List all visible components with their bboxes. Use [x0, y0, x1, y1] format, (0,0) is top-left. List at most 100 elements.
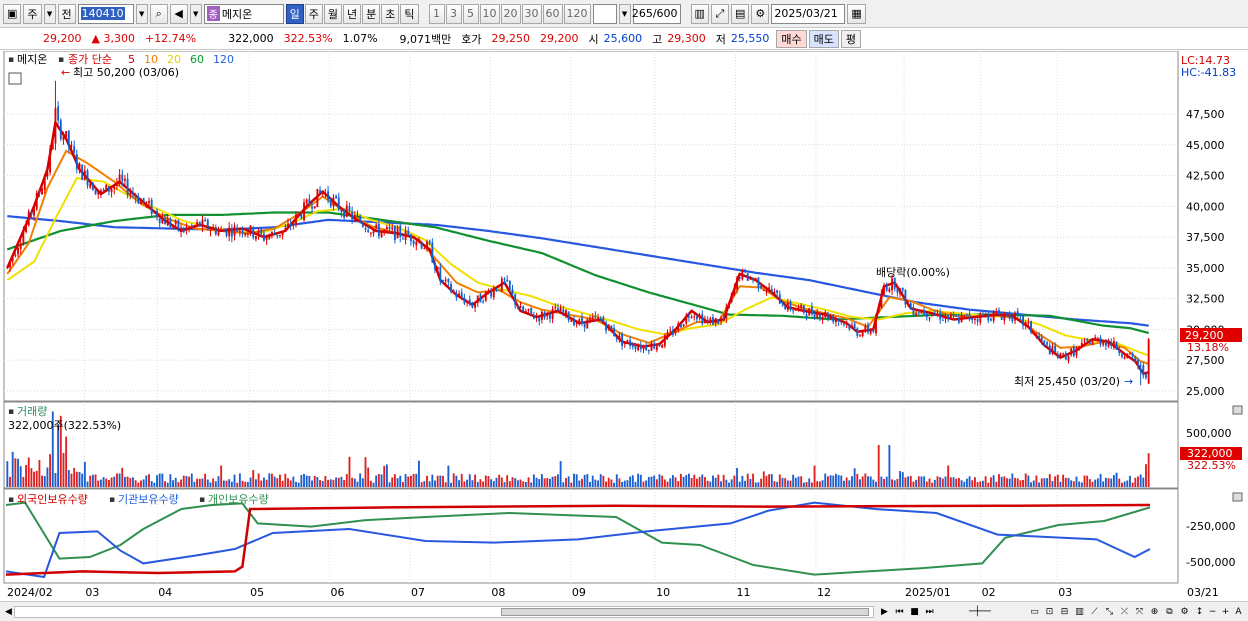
window-icon[interactable]: ▣ — [3, 3, 22, 24]
volume-bar — [225, 480, 228, 487]
zoom-tool-icon[interactable]: ⊕ — [1150, 607, 1159, 617]
candle-body — [666, 331, 669, 337]
volume-bar — [965, 478, 968, 487]
calendar-icon[interactable]: ▦ — [847, 3, 866, 24]
numeric-interval-tab[interactable]: 10 — [479, 3, 500, 24]
candle-body — [1064, 352, 1067, 360]
volume-bar — [693, 474, 696, 487]
interval-tab[interactable]: 초 — [381, 3, 400, 24]
line-tool-icon[interactable]: ⟋ — [1091, 607, 1098, 617]
ma-legend-item[interactable]: 5 — [128, 53, 135, 66]
price-axis: 47,500 45,000 42,500 40,000 37,500 35,000 32,5… — [1186, 108, 1225, 398]
holdings-legend-item[interactable]: 외국인보유수량 — [17, 493, 88, 506]
volume-bar — [917, 476, 920, 487]
ma-legend-item[interactable]: 120 — [213, 53, 234, 66]
custom-interval-input[interactable] — [592, 3, 617, 24]
volume-panel-title[interactable]: 거래량 — [17, 405, 47, 418]
candle-body — [979, 313, 982, 323]
candle-body — [292, 222, 295, 226]
layout-icon-3[interactable]: ⊟ — [1060, 607, 1069, 617]
zoom-slider[interactable]: ─┼── — [969, 607, 991, 617]
code-dropdown-icon[interactable]: ▼ — [135, 3, 148, 24]
ma-legend-item[interactable]: 60 — [190, 53, 204, 66]
candle-body — [982, 314, 984, 316]
interval-tab[interactable]: 일 — [285, 3, 304, 24]
bar-chart-icon[interactable]: ▥ — [1075, 607, 1084, 617]
candle-body — [303, 202, 305, 221]
zoom-in-icon[interactable]: + — [1221, 607, 1230, 617]
candle-body — [145, 202, 148, 204]
interval-dropdown-icon[interactable]: ▼ — [618, 3, 631, 24]
candle-body — [618, 335, 621, 341]
candle-body — [238, 230, 241, 232]
table-toggle-icon[interactable] — [8, 72, 22, 85]
volume-bar — [645, 480, 648, 487]
numeric-interval-tab[interactable]: 60 — [542, 3, 563, 24]
holdings-legend-item[interactable]: 개인보유수량 — [208, 493, 269, 506]
stop-icon[interactable]: ■ — [910, 607, 919, 617]
lc-value: LC:14.73 — [1181, 54, 1230, 67]
adjust-select[interactable]: 전 — [57, 3, 76, 24]
stock-name-field[interactable]: 종 메지온 — [203, 3, 284, 24]
candle-type-icon[interactable]: ▥ — [690, 3, 709, 24]
font-size-icon[interactable]: A — [1235, 607, 1242, 617]
settings-small-icon[interactable]: ⚙ — [1180, 607, 1189, 617]
fib-tool-icon[interactable]: ⤫ — [1120, 607, 1129, 617]
chevron-down-icon[interactable]: ▼ — [43, 3, 56, 24]
layout-icon-2[interactable]: ⊡ — [1045, 607, 1054, 617]
numeric-interval-tab[interactable]: 120 — [563, 3, 591, 24]
interval-tab[interactable]: 분 — [362, 3, 381, 24]
volume-bar — [623, 480, 626, 487]
volume-panel-close-icon[interactable] — [1232, 405, 1243, 415]
ma-title[interactable]: 종가 단순 — [68, 53, 112, 66]
jump-start-icon[interactable]: ⏮ — [895, 607, 904, 617]
gear-icon[interactable]: ⚙ — [751, 3, 770, 24]
jump-end-icon[interactable]: ⏭ — [925, 607, 934, 617]
interval-tab[interactable]: 틱 — [400, 3, 419, 24]
numeric-interval-tab[interactable]: 1 — [428, 3, 445, 24]
buy-button[interactable]: 매수 — [776, 29, 807, 48]
search-icon[interactable]: ⌕ — [149, 3, 168, 24]
sell-button[interactable]: 매도 — [808, 29, 839, 48]
save-icon[interactable]: ▤ — [730, 3, 750, 24]
numeric-interval-tab[interactable]: 5 — [462, 3, 479, 24]
holdings-panel-close-icon[interactable] — [1232, 492, 1243, 502]
candle-body — [1115, 341, 1118, 350]
scroll-right-icon[interactable]: ▶ — [881, 607, 888, 617]
chart-scrollbar[interactable] — [14, 606, 874, 618]
numeric-interval-tab[interactable]: 30 — [521, 3, 542, 24]
draw-tool-icon[interactable]: ⤢ — [710, 3, 729, 24]
interval-tab[interactable]: 주 — [304, 3, 323, 24]
volume-bar — [463, 481, 466, 487]
trend-tool-icon[interactable]: ⤡ — [1105, 607, 1114, 617]
holdings-legend-item[interactable]: 기관보유수량 — [118, 493, 179, 506]
scroll-more-icon[interactable]: ↕ — [1195, 607, 1204, 617]
interval-tab[interactable]: 월 — [323, 3, 343, 24]
chart-scroll-thumb[interactable] — [501, 608, 869, 616]
pan-tool-icon[interactable]: ⤧ — [1135, 607, 1144, 617]
scroll-left-icon[interactable]: ◀ — [5, 607, 12, 617]
code-input[interactable]: 140410 — [77, 3, 134, 24]
evaluate-button[interactable]: 평 — [840, 29, 862, 48]
ma-legend-item[interactable]: 10 — [144, 53, 158, 66]
numeric-interval-tab[interactable]: 20 — [500, 3, 521, 24]
candle-body — [265, 237, 268, 241]
volume-bar — [118, 473, 121, 487]
candle-body — [442, 280, 444, 282]
data-count-field[interactable]: 265/600 — [632, 3, 681, 24]
candle-body — [316, 188, 319, 208]
volume-bar — [396, 478, 399, 487]
period-select[interactable]: 주 — [23, 3, 42, 24]
date-field[interactable]: 2025/03/21 — [771, 3, 846, 24]
speaker-dropdown-icon[interactable]: ▼ — [189, 3, 202, 24]
ma-legend-item[interactable]: 20 — [167, 53, 181, 66]
numeric-interval-tab[interactable]: 3 — [445, 3, 462, 24]
price-panel-title[interactable]: 메지온 — [17, 53, 47, 66]
interval-tab[interactable]: 년 — [343, 3, 362, 24]
zoom-out-icon[interactable]: − — [1208, 607, 1217, 617]
stock-chart[interactable]: 47,500 45,000 42,500 40,000 37,500 35,000 32,5… — [0, 50, 1248, 601]
copy-icon[interactable]: ⧉ — [1166, 607, 1173, 617]
layout-icon-1[interactable]: ▭ — [1030, 607, 1039, 617]
speaker-icon[interactable]: ◀ — [169, 3, 188, 24]
volume-bar — [1137, 476, 1139, 487]
